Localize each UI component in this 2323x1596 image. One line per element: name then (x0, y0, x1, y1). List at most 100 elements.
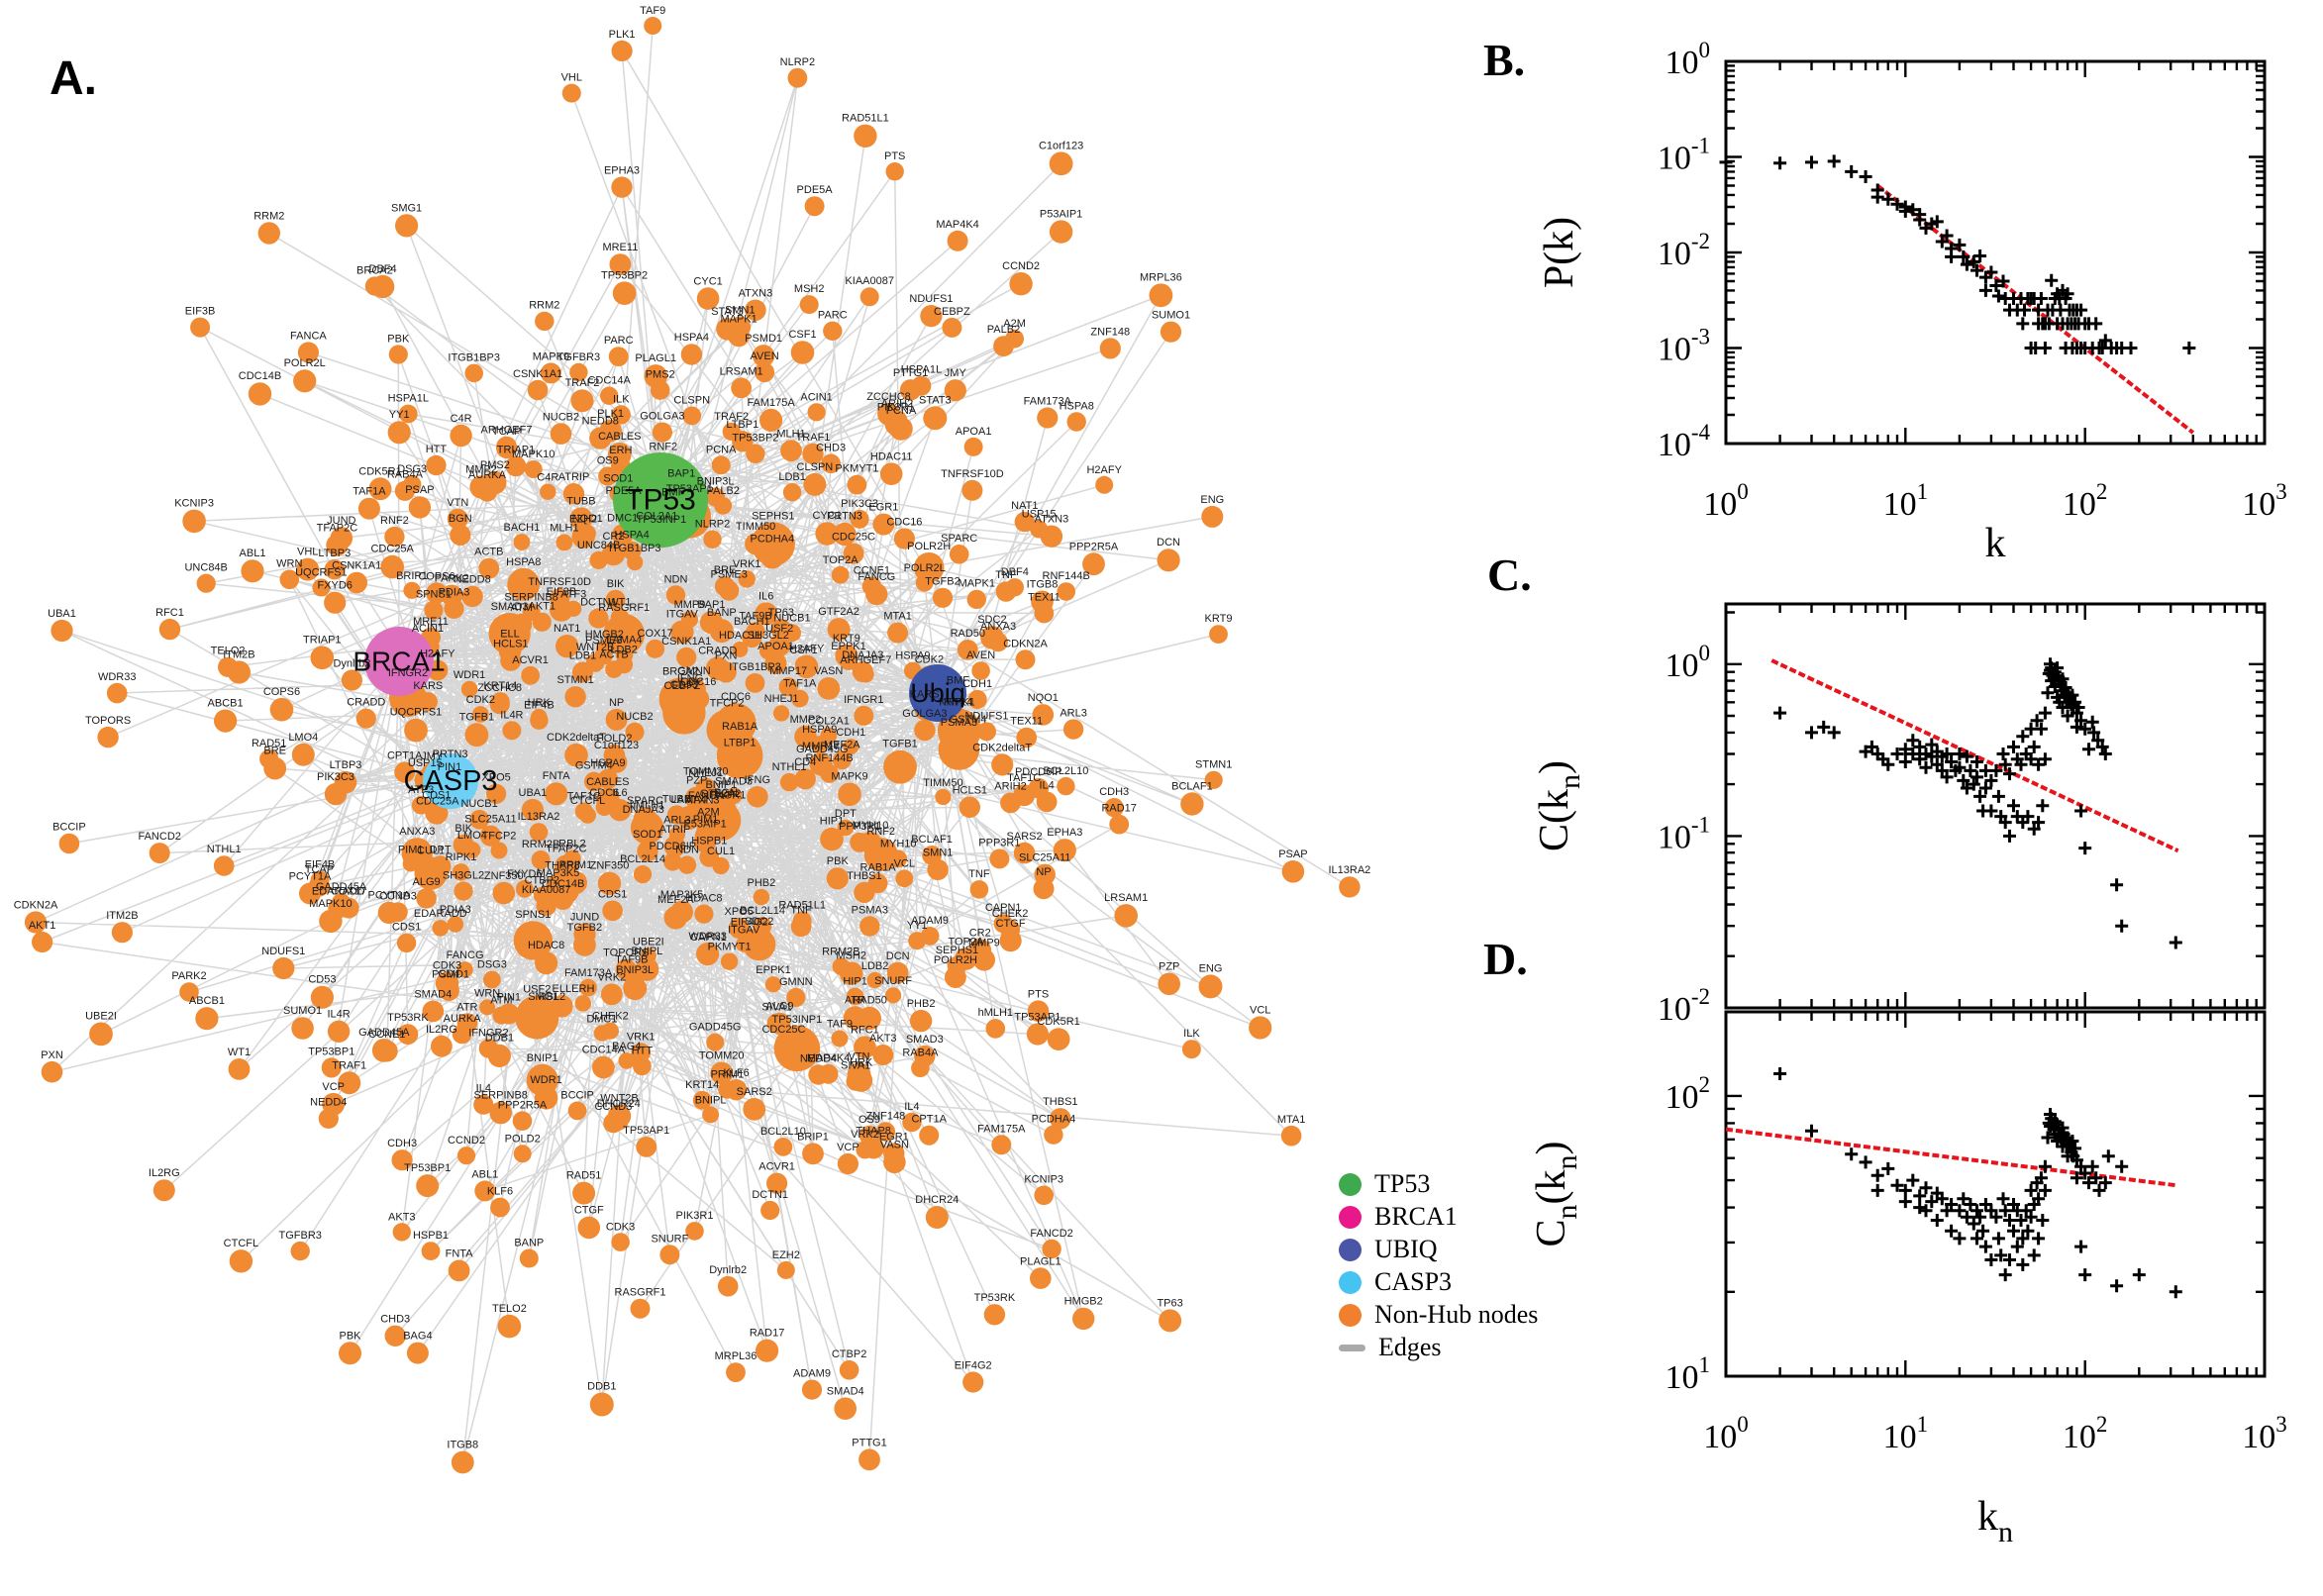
gene-label: A2M (1003, 318, 1026, 330)
gene-label: DPT (835, 808, 857, 820)
non-hub-node (327, 1020, 351, 1044)
gene-label: TP53BP1 (404, 1162, 451, 1174)
non-hub-node (535, 311, 555, 332)
gene-label: STAT3 (919, 394, 952, 406)
gene-label: TIMM50 (923, 777, 962, 789)
non-hub-node (726, 1362, 746, 1382)
non-hub-node (89, 1022, 113, 1047)
non-hub-node (1157, 549, 1180, 572)
gene-label: IFNGR2 (468, 1027, 508, 1039)
gene-label: TOP2A (823, 554, 859, 566)
gene-label: PSMA3 (941, 717, 977, 729)
non-hub-node (1030, 520, 1049, 539)
non-hub-node (1016, 727, 1037, 748)
gene-label: CCNE1 (368, 1029, 405, 1041)
non-hub-node (496, 437, 518, 459)
gene-label: LDB2 (861, 960, 889, 972)
fit-line (1770, 658, 2179, 853)
hub-node-casp3 (423, 753, 478, 809)
gene-label: CHEK2 (592, 1011, 629, 1023)
gene-label: PIM1 (398, 845, 424, 856)
non-hub-node (570, 389, 594, 413)
gene-label: FANCD2 (1030, 1228, 1072, 1240)
non-hub-node (696, 287, 720, 310)
gene-label: CDK5R1 (1037, 1016, 1079, 1028)
tick-label: 10-2 (1658, 984, 1710, 1028)
gene-label: TOPORS (603, 948, 649, 959)
non-hub-node (384, 526, 405, 548)
non-hub-node (644, 364, 667, 388)
non-hub-node (967, 689, 987, 710)
non-hub-node (1014, 511, 1036, 533)
gene-label: SMAD3 (491, 601, 529, 613)
gene-label: KIAA0087 (845, 275, 894, 287)
gene-label: DHCR24 (597, 1098, 641, 1110)
non-hub-node (698, 944, 719, 964)
gene-label: ATXN3 (685, 795, 720, 807)
gene-label: NEDD8 (582, 415, 619, 427)
non-hub-node (1034, 1185, 1054, 1206)
non-hub-node (338, 1071, 361, 1095)
gene-label: TEX11 (1010, 716, 1043, 728)
non-hub-node (983, 1304, 1006, 1326)
gene-label: ALG9 (413, 876, 441, 888)
non-hub-node (681, 611, 698, 629)
non-hub-node (563, 849, 581, 868)
gene-label: ATXN3 (739, 288, 773, 300)
non-hub-node (818, 1063, 839, 1084)
gene-label: PIN1 (438, 761, 461, 773)
non-hub-node (846, 987, 864, 1006)
non-hub-node (214, 709, 238, 733)
non-hub-node (747, 786, 768, 808)
legend-item-tp53: TP53 (1339, 1169, 1538, 1198)
non-hub-node (522, 603, 541, 622)
gene-label: UBE2I (633, 936, 664, 948)
gene-label: C4R (537, 472, 558, 484)
non-hub-node (854, 124, 877, 148)
hub-node-brca1 (364, 627, 434, 696)
gene-label: DMC1 (586, 1013, 617, 1025)
gene-label: CDC6 (721, 691, 751, 703)
gene-label: TNF (995, 569, 1017, 581)
gene-label: Dynlrb2 (709, 1264, 747, 1276)
non-hub-node (923, 406, 948, 431)
non-hub-node (152, 1179, 175, 1202)
non-hub-node (736, 936, 753, 952)
non-hub-node (1180, 792, 1204, 816)
non-hub-node (919, 1125, 940, 1146)
non-hub-node (296, 557, 320, 581)
gene-label: CCND2 (1002, 260, 1040, 272)
non-hub-node (556, 534, 573, 551)
non-hub-node (422, 1000, 445, 1023)
non-hub-node (550, 588, 570, 609)
gene-label: IL2RG (426, 1024, 457, 1036)
gene-label: PTS (1028, 988, 1049, 1000)
gene-label: CHD3 (380, 1314, 410, 1326)
non-hub-node (820, 727, 838, 745)
gene-label: BACH1 (504, 522, 541, 534)
gene-label: VHL (297, 547, 318, 558)
non-hub-node (589, 550, 608, 570)
non-hub-node (1032, 704, 1055, 726)
non-hub-node (395, 214, 419, 238)
non-hub-node (759, 408, 783, 432)
gene-label: TFAP2C (317, 523, 358, 535)
gene-label: MMP17 (802, 741, 840, 752)
non-hub-node (579, 978, 597, 997)
gene-label: ZNF148 (866, 1110, 906, 1122)
gene-label: TGFB2 (567, 922, 602, 934)
non-hub-node (885, 162, 904, 181)
legend-item-brca1: BRCA1 (1339, 1202, 1538, 1231)
non-hub-node (464, 363, 484, 383)
gene-label: VCL (1250, 1004, 1270, 1016)
gene-label: RAB4A (387, 469, 424, 481)
gene-label: TNF (790, 905, 812, 917)
gene-label: HTT (632, 1045, 654, 1056)
gene-label: CAPN1 (985, 902, 1022, 914)
non-hub-node (513, 1145, 532, 1163)
non-hub-node (464, 723, 489, 748)
gene-label: CHEK2 (992, 908, 1029, 920)
gene-label: CYC1 (693, 275, 722, 287)
non-hub-node (682, 406, 702, 426)
